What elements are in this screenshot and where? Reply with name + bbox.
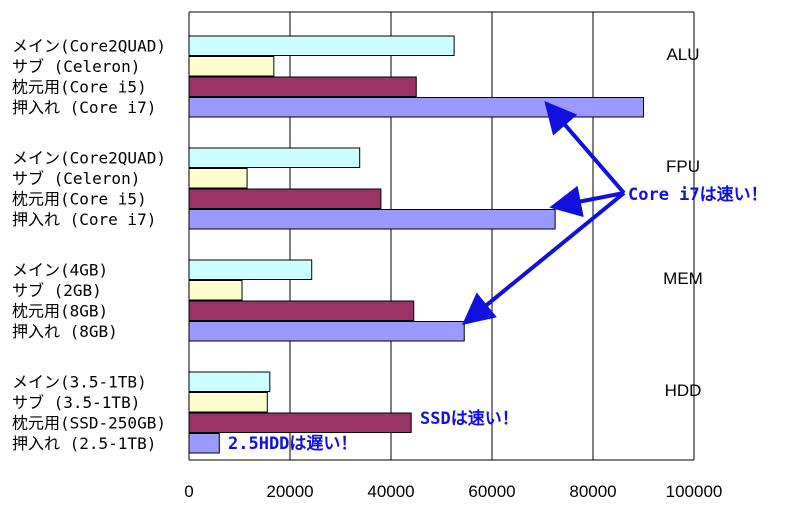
category-label: メイン(Core2QUAD) — [12, 149, 166, 168]
category-label: メイン(3.5-1TB) — [12, 373, 147, 392]
category-labels: メイン(Core2QUAD)サブ (Celeron)枕元用(Core i5)押入… — [12, 37, 166, 454]
annotation-core-i7: Core i7は速い！ — [628, 184, 768, 205]
category-label: 枕元用(SSD-250GB) — [12, 414, 166, 433]
group-label-alu: ALU — [666, 45, 699, 64]
x-tick-label: 20000 — [266, 482, 313, 501]
bar-alu-0 — [188, 35, 455, 56]
group-label-fpu: FPU — [666, 157, 700, 176]
category-label: 枕元用(Core i5) — [12, 190, 147, 209]
bar-fpu-3 — [188, 209, 556, 230]
bar-hdd-1 — [188, 392, 268, 413]
category-label: 押入れ (Core i7) — [12, 98, 156, 117]
category-label: 枕元用(Core i5) — [12, 78, 147, 97]
x-tick-label: 100000 — [666, 482, 723, 501]
bar-alu-1 — [188, 56, 275, 77]
annotation-ssd: SSDは速い！ — [420, 408, 519, 429]
bar-alu-3 — [188, 97, 644, 118]
bar-fpu-1 — [188, 168, 248, 189]
bar-mem-1 — [188, 280, 243, 301]
bar-hdd-2 — [188, 412, 412, 433]
group-label-mem: MEM — [663, 269, 703, 288]
annotation-arrows — [462, 100, 626, 326]
category-label: メイン(4GB) — [12, 261, 108, 280]
x-tick-label: 80000 — [569, 482, 616, 501]
bar-fpu-0 — [188, 147, 361, 168]
category-label: 枕元用(8GB) — [12, 302, 108, 321]
bars — [188, 35, 644, 454]
bar-hdd-0 — [188, 371, 271, 392]
x-axis-ticks: 0 20000 40000 60000 80000 100000 — [184, 482, 722, 501]
bar-mem-0 — [188, 259, 313, 280]
arrow-to-mem-i7 — [462, 191, 626, 326]
category-label: 押入れ (Core i7) — [12, 210, 156, 229]
category-label: サブ (3.5-1TB) — [12, 393, 140, 412]
group-labels: ALU FPU MEM HDD — [663, 45, 703, 400]
arrow-to-fpu-i7 — [549, 185, 625, 218]
x-tick-label: 60000 — [468, 482, 515, 501]
bar-fpu-2 — [188, 188, 382, 209]
category-label: 押入れ (2.5-1TB) — [12, 434, 156, 453]
category-label: サブ (Celeron) — [12, 57, 140, 76]
bar-alu-2 — [188, 76, 417, 97]
bar-mem-3 — [188, 321, 465, 342]
bar-hdd-3 — [188, 433, 220, 454]
category-label: サブ (Celeron) — [12, 169, 140, 188]
category-label: サブ (2GB) — [12, 281, 102, 300]
bar-mem-2 — [188, 300, 415, 321]
category-label: 押入れ (8GB) — [12, 322, 118, 341]
arrow-to-alu-i7 — [544, 100, 626, 195]
x-tick-label: 40000 — [367, 482, 414, 501]
group-label-hdd: HDD — [665, 381, 702, 400]
annotation-hdd25: 2.5HDDは遅い！ — [228, 434, 357, 454]
x-tick-label: 0 — [184, 482, 193, 501]
category-label: メイン(Core2QUAD) — [12, 37, 166, 56]
